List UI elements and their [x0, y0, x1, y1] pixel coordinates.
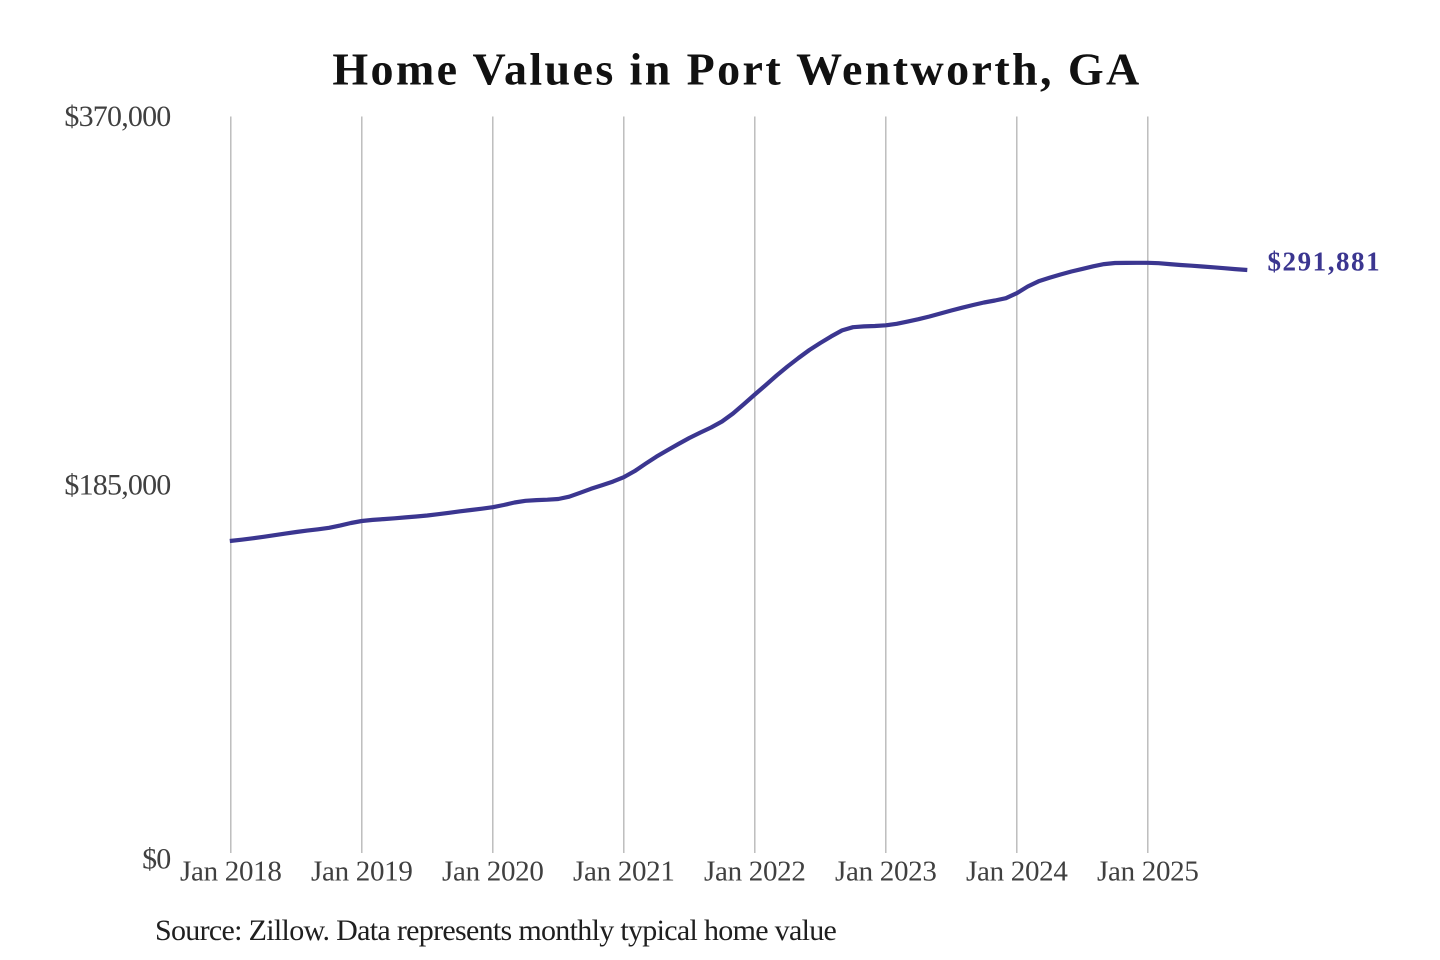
- svg-text:Source: Zillow. Data represent: Source: Zillow. Data represents monthly …: [155, 914, 837, 947]
- svg-text:Jan 2019: Jan 2019: [311, 856, 413, 888]
- svg-text:Home Values in Port Wentworth,: Home Values in Port Wentworth, GA: [332, 44, 1141, 95]
- svg-text:Jan 2018: Jan 2018: [180, 856, 282, 888]
- svg-text:Jan 2025: Jan 2025: [1097, 856, 1199, 888]
- svg-text:Jan 2021: Jan 2021: [573, 856, 675, 888]
- svg-text:$185,000: $185,000: [64, 469, 170, 502]
- svg-text:Jan 2020: Jan 2020: [442, 856, 544, 888]
- svg-text:Jan 2023: Jan 2023: [835, 856, 937, 888]
- svg-text:Jan 2022: Jan 2022: [704, 856, 806, 888]
- svg-text:$291,881: $291,881: [1268, 247, 1382, 277]
- svg-text:$0: $0: [142, 843, 170, 876]
- svg-text:Jan 2024: Jan 2024: [966, 856, 1068, 888]
- svg-text:$370,000: $370,000: [64, 100, 170, 133]
